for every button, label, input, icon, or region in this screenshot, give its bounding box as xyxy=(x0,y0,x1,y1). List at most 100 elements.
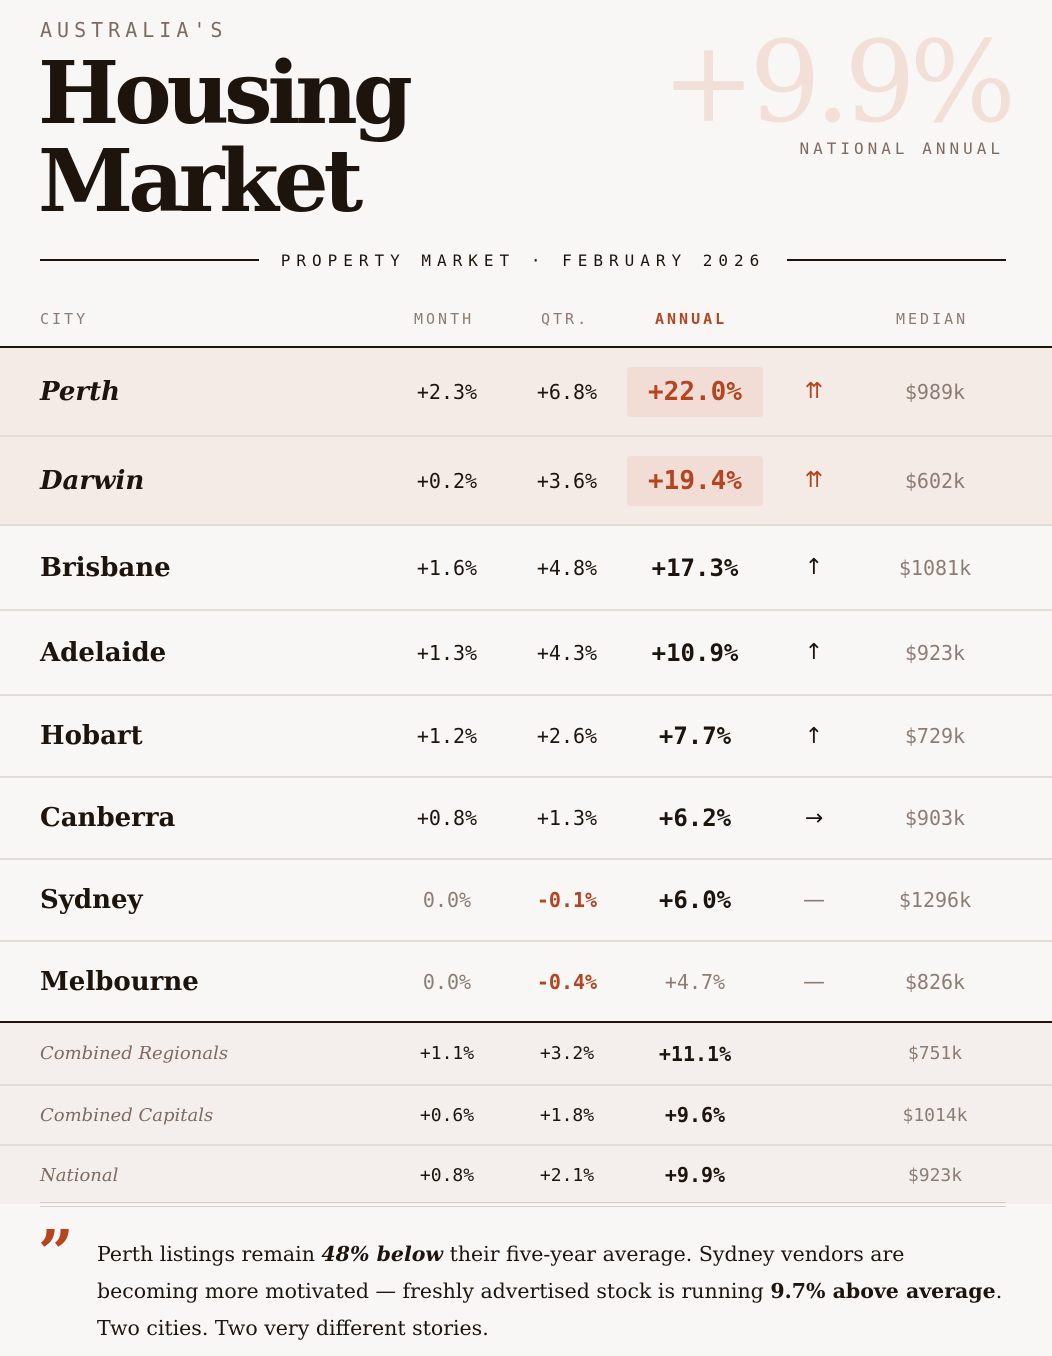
rule-left xyxy=(40,259,259,261)
city-name: Melbourne xyxy=(40,967,199,997)
month-change: +0.8% xyxy=(416,806,478,830)
table-row: Adelaide +1.3% +4.3% +10.9% ↑ $923k xyxy=(0,611,1052,696)
qtr-change: +2.6% xyxy=(536,724,598,748)
median-price: $923k xyxy=(904,640,966,665)
annual-change: +9.6% xyxy=(664,1103,726,1127)
summary-row: Combined Regionals +1.1% +3.2% +11.1% $7… xyxy=(0,1021,1052,1086)
qtr-change: +1.3% xyxy=(536,806,598,830)
city-name: Brisbane xyxy=(40,552,171,583)
flat-dash-icon: — xyxy=(803,887,825,913)
month-change: +0.6% xyxy=(419,1104,475,1126)
column-header-month: MONTH xyxy=(414,310,475,328)
qtr-change: +3.2% xyxy=(539,1043,595,1064)
summary-row: Combined Capitals +0.6% +1.8% +9.6% $101… xyxy=(0,1086,1052,1146)
city-name: Hobart xyxy=(40,721,143,751)
table-row: Brisbane +1.6% +4.8% +17.3% ↑ $1081k xyxy=(0,526,1052,611)
double-up-arrow-icon: ⇈ xyxy=(804,468,824,493)
qtr-change: +6.8% xyxy=(536,379,598,404)
annual-change: +10.9% xyxy=(651,638,739,667)
median-price: $729k xyxy=(904,724,966,748)
quote-text-1: Perth listings remain xyxy=(97,1242,322,1266)
month-change: +1.6% xyxy=(416,555,478,580)
city-name: Darwin xyxy=(40,465,145,496)
median-price: $923k xyxy=(907,1164,963,1186)
dateline: PROPERTY MARKET · FEBRUARY 2026 xyxy=(280,250,766,270)
quote-emphasis-1: 48% below xyxy=(321,1242,444,1266)
month-change: +1.2% xyxy=(416,724,478,748)
median-price: $602k xyxy=(904,468,966,493)
median-price: $903k xyxy=(904,806,966,830)
qtr-change: +1.8% xyxy=(539,1104,595,1126)
table-row: Canberra +0.8% +1.3% +6.2% → $903k xyxy=(0,778,1052,860)
median-price: $1296k xyxy=(898,888,972,912)
annual-change: +6.0% xyxy=(658,886,732,914)
summary-label: Combined Regionals xyxy=(40,1043,229,1064)
median-price: $751k xyxy=(907,1043,963,1064)
table-row: Hobart +1.2% +2.6% +7.7% ↑ $729k xyxy=(0,696,1052,778)
qtr-change: +2.1% xyxy=(539,1164,595,1186)
quote-text-3: . Two cities. Two very different stories… xyxy=(97,1279,1003,1340)
title-line-2: Market xyxy=(38,131,363,232)
summary-table: Combined Regionals +1.1% +3.2% +11.1% $7… xyxy=(0,1021,1052,1204)
annual-change: +4.7% xyxy=(664,970,726,994)
column-header-qtr: QTR. xyxy=(541,310,590,328)
qtr-change: +3.6% xyxy=(536,468,598,493)
table-row: Melbourne 0.0% -0.4% +4.7% — $826k xyxy=(0,942,1052,1022)
annual-change: +11.1% xyxy=(658,1041,732,1066)
table-row: Sydney 0.0% -0.1% +6.0% — $1296k xyxy=(0,860,1052,942)
national-annual-label: NATIONAL ANNUAL xyxy=(799,139,1004,158)
median-price: $989k xyxy=(904,379,966,404)
annual-highlight-pill: +19.4% xyxy=(627,455,763,506)
summary-row: National +0.8% +2.1% +9.9% $923k xyxy=(0,1146,1052,1204)
double-up-arrow-icon: ⇈ xyxy=(804,379,824,404)
footer-double-rule xyxy=(40,1202,1006,1207)
quote-mark-icon: ” xyxy=(38,1216,74,1289)
table-row: Perth +2.3% +6.8% +22.0% ⇈ $989k xyxy=(0,346,1052,437)
annual-change: +7.7% xyxy=(658,722,732,750)
month-change: +1.1% xyxy=(419,1043,475,1064)
national-annual-stat: +9.9% xyxy=(661,18,1016,148)
median-price: $826k xyxy=(904,970,966,994)
qtr-change: -0.1% xyxy=(536,888,598,912)
summary-label: National xyxy=(40,1164,119,1186)
qtr-change: -0.4% xyxy=(536,970,598,994)
kicker: AUSTRALIA'S xyxy=(40,18,228,42)
annual-change: +19.4% xyxy=(627,437,763,524)
title-line-1: Housing xyxy=(38,43,413,144)
annual-change: +22.0% xyxy=(627,348,763,435)
city-name: Perth xyxy=(40,376,121,407)
table-row: Darwin +0.2% +3.6% +19.4% ⇈ $602k xyxy=(0,437,1052,526)
city-name: Canberra xyxy=(40,803,176,833)
month-change: +1.3% xyxy=(416,640,478,665)
up-arrow-icon: ↑ xyxy=(804,640,824,665)
annual-change: +9.9% xyxy=(664,1163,726,1187)
up-arrow-icon: ↑ xyxy=(804,555,824,580)
month-change: +0.8% xyxy=(419,1164,475,1186)
column-header-annual: ANNUAL xyxy=(655,310,728,328)
dateline-rule: PROPERTY MARKET · FEBRUARY 2026 xyxy=(40,248,1006,272)
up-arrow-icon: ↑ xyxy=(804,723,824,749)
right-arrow-icon: → xyxy=(804,805,824,831)
rule-right xyxy=(787,259,1006,261)
summary-label: Combined Capitals xyxy=(40,1104,214,1126)
pull-quote: Perth listings remain 48% below their fi… xyxy=(97,1236,1006,1347)
table-header: CITY MONTH QTR. ANNUAL MEDIAN xyxy=(0,306,1052,334)
month-change: +0.2% xyxy=(416,468,478,493)
annual-highlight-pill: +22.0% xyxy=(627,366,763,417)
column-header-median: MEDIAN xyxy=(896,310,969,328)
city-name: Sydney xyxy=(40,885,143,915)
column-header-city: CITY xyxy=(40,310,89,328)
median-price: $1081k xyxy=(898,555,972,580)
month-change: 0.0% xyxy=(422,888,472,912)
month-change: 0.0% xyxy=(422,970,472,994)
annual-change: +17.3% xyxy=(651,553,739,582)
city-name: Adelaide xyxy=(40,637,167,668)
quote-emphasis-2: 9.7% above average xyxy=(770,1279,996,1303)
city-table: Perth +2.3% +6.8% +22.0% ⇈ $989k Darwin … xyxy=(0,346,1052,1022)
annual-change: +6.2% xyxy=(658,804,732,832)
qtr-change: +4.8% xyxy=(536,555,598,580)
median-price: $1014k xyxy=(902,1104,968,1126)
quote-text-2: their five-year average. Sydney vendors … xyxy=(97,1242,905,1303)
flat-dash-icon: — xyxy=(803,969,825,995)
page-title: Housing Market xyxy=(38,43,413,232)
